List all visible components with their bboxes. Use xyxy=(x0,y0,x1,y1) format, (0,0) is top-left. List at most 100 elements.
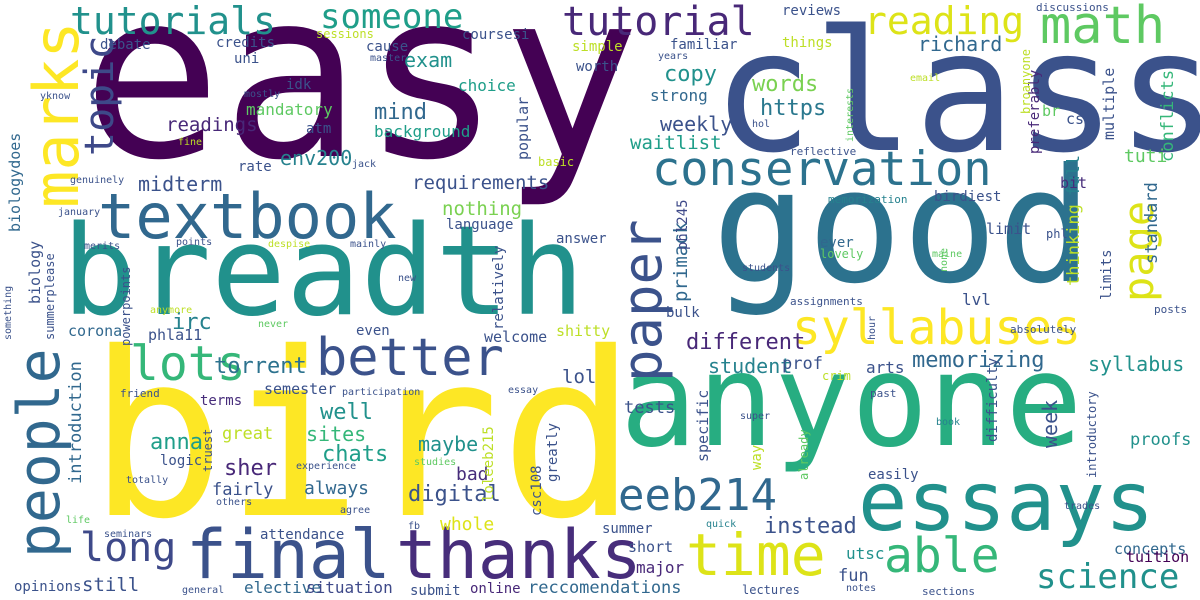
word-textbook: textbook xyxy=(98,180,397,253)
word-limits: limits xyxy=(1099,249,1115,300)
word-anna: anna xyxy=(150,430,203,455)
word-eeb214: eeb214 xyxy=(618,470,777,521)
word-lovely: lovely xyxy=(820,247,864,261)
word-genuinely: genuinely xyxy=(70,175,125,186)
word-breadth: breadth xyxy=(62,200,585,344)
word-lots: lots xyxy=(130,336,246,392)
word-essays: essays xyxy=(858,455,1155,550)
word-mind: mind xyxy=(374,100,427,125)
word-thinking: thinking xyxy=(1064,204,1084,286)
word-language: language xyxy=(446,217,514,233)
word-absolutely: absolutely xyxy=(1010,323,1077,336)
word-choice: choice xyxy=(458,76,516,95)
word-phl245: phl245 xyxy=(675,199,691,250)
word-truest: truest xyxy=(201,428,215,472)
word-https: https xyxy=(760,96,827,121)
word-reccomendations: reccomendations xyxy=(528,578,682,598)
word-bad: bad xyxy=(456,464,489,485)
word-coursesi: coursesi xyxy=(462,27,530,43)
word-uni: uni xyxy=(234,51,260,67)
word-introduction: introduction xyxy=(66,361,86,484)
word-popular: popular xyxy=(514,96,532,160)
word-past: past xyxy=(870,387,897,400)
word-anymore: anymore xyxy=(150,305,193,316)
word-lectures: lectures xyxy=(742,583,800,597)
word-major: major xyxy=(636,558,685,577)
word-paper: paper xyxy=(611,219,674,382)
word-studies: studies xyxy=(414,457,457,468)
word-interests: interests xyxy=(845,87,856,142)
word-even: even xyxy=(356,323,390,339)
word-tests: tests xyxy=(624,398,676,418)
word-essay: essay xyxy=(508,385,539,396)
word-exam: exam xyxy=(404,48,453,72)
word-instead: instead xyxy=(764,514,857,539)
word-credits: credits xyxy=(216,35,276,51)
word-specific: specific xyxy=(694,389,712,462)
word-january: january xyxy=(58,207,101,218)
word-chats: chats xyxy=(322,442,389,467)
word-idk: idk xyxy=(286,77,312,93)
word-simple: simple xyxy=(572,39,623,55)
word-mostly: mostly xyxy=(244,89,281,100)
word-still: still xyxy=(82,574,140,596)
word-bulk: bulk xyxy=(666,305,700,321)
word-elective: elective xyxy=(244,578,322,597)
word-good: good xyxy=(712,135,1093,319)
word-standard: standard xyxy=(1142,182,1162,264)
word-atm: atm xyxy=(306,121,332,137)
word-agree: agree xyxy=(340,505,371,516)
word-nothing: nothing xyxy=(442,198,523,220)
word-prof: prof xyxy=(782,354,823,374)
word-logic: logic xyxy=(160,453,203,469)
word-loleeb215: loleeb215 xyxy=(481,426,497,502)
word-great: great xyxy=(222,424,274,444)
word-biology: biology xyxy=(26,240,44,304)
word-able: able xyxy=(884,528,1000,584)
word-points: points xyxy=(176,237,213,248)
word-submit: submit xyxy=(410,583,461,599)
word-worth: worth xyxy=(576,59,619,75)
word-welcome: welcome xyxy=(484,328,548,346)
word-years: years xyxy=(658,51,689,62)
word-tuition: tuition xyxy=(1126,548,1190,566)
word-thanks: thanks xyxy=(396,516,642,595)
word-master: master xyxy=(370,53,407,64)
word-opinions: opinions xyxy=(14,579,82,595)
word-well: well xyxy=(320,400,373,425)
word-hour: hour xyxy=(867,315,878,340)
word-rate: rate xyxy=(238,159,272,175)
word-introductory: introductory xyxy=(1085,391,1099,478)
word-maybe: maybe xyxy=(418,432,479,456)
word-semester: semester xyxy=(264,380,337,398)
word-hol: hol xyxy=(752,119,771,130)
word-email: email xyxy=(910,73,941,84)
word-answer: answer xyxy=(556,231,607,247)
word-jack: jack xyxy=(352,159,377,170)
word-easily: easily xyxy=(868,467,919,483)
word-always: always xyxy=(304,478,370,499)
word-quick: quick xyxy=(706,519,737,530)
word-bit: bit xyxy=(1060,174,1088,192)
word-different: different xyxy=(686,330,806,355)
word-torrent: torrent xyxy=(214,354,307,379)
word-conflicts: conflicts xyxy=(1158,69,1178,162)
word-general: general xyxy=(182,585,225,596)
word-weekly: weekly xyxy=(660,112,733,136)
word-online: online xyxy=(470,581,521,597)
word-things: things xyxy=(782,35,833,51)
word-sessions: sessions xyxy=(316,27,374,41)
word-life: life xyxy=(66,515,91,526)
word-attendance: attendance xyxy=(260,527,345,543)
word-phl: phl xyxy=(1046,227,1068,241)
word-debate: debate xyxy=(100,37,151,53)
word-fine: fine xyxy=(178,137,203,148)
word-background: background xyxy=(374,122,471,141)
word-mandatory: mandatory xyxy=(246,100,333,119)
word-posts: posts xyxy=(1154,303,1188,316)
word-seminars: seminars xyxy=(104,529,153,540)
word-memorization: memorization xyxy=(828,193,908,206)
word-broanyone: broanyone xyxy=(1019,48,1033,114)
word-never: never xyxy=(258,319,289,330)
word-irc: irc xyxy=(172,310,212,335)
